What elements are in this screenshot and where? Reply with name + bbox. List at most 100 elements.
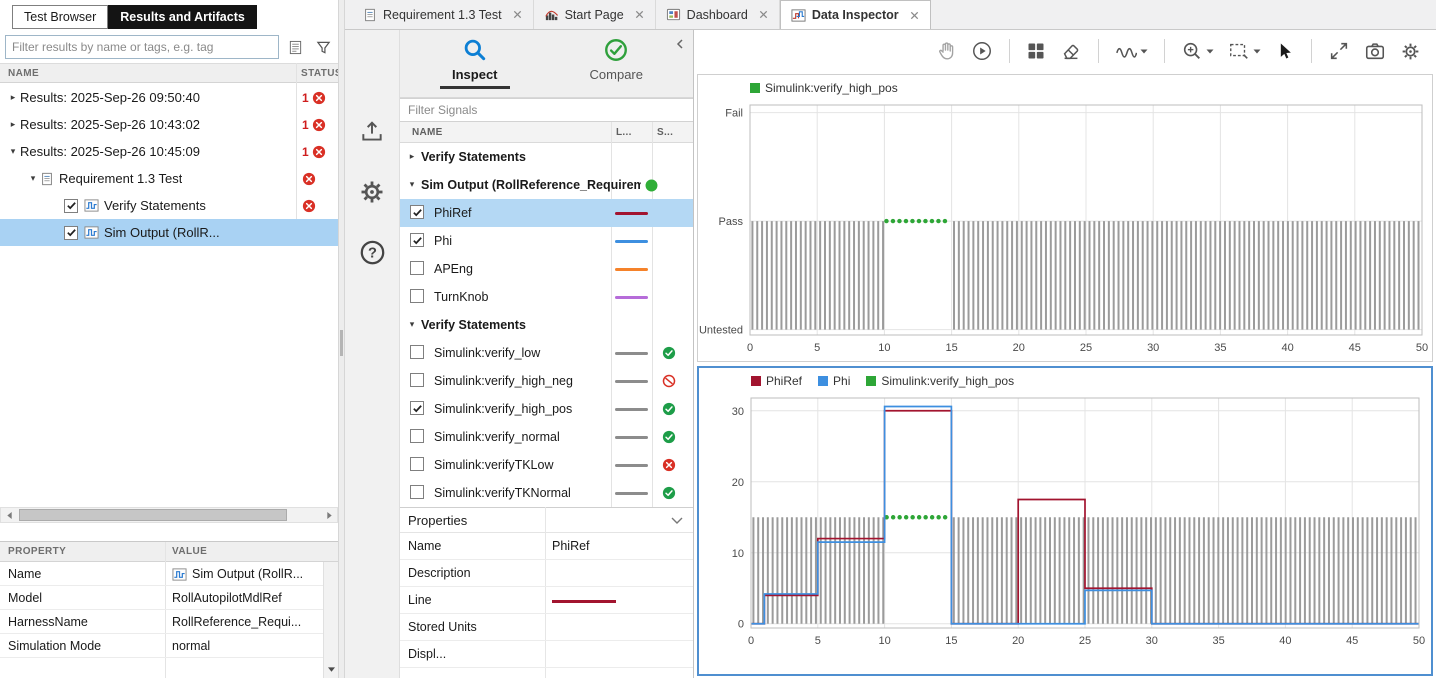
collapse-toggle-icon[interactable]: ▾ [409, 319, 415, 329]
pan-hand-button[interactable] [932, 37, 960, 65]
export-button[interactable] [354, 116, 390, 148]
property-row-name[interactable]: Name Sim Output (RollR... [0, 562, 338, 586]
expand-toggle-icon[interactable]: ▸ [409, 151, 415, 161]
chevron-down-icon[interactable] [671, 517, 683, 524]
signals-plot-selected[interactable]: PhiRef Phi Simulink:verify_high_pos 0 10 20 3… [697, 366, 1433, 676]
signal-row-simulink-verifytknormal[interactable]: Simulink:verifyTKNormal [400, 479, 693, 507]
signal-row-turnknob[interactable]: TurnKnob [400, 283, 693, 311]
signal-row-simulink-verify-low[interactable]: Simulink:verify_low [400, 339, 693, 367]
collapse-toggle-icon[interactable]: ▾ [409, 179, 415, 189]
vertical-scrollbar[interactable] [323, 562, 338, 678]
row-checkbox[interactable] [410, 345, 424, 359]
clear-plots-button[interactable] [1057, 37, 1085, 65]
row-checkbox[interactable] [410, 233, 424, 247]
settings-button[interactable] [1397, 38, 1424, 65]
expand-toggle-icon[interactable]: ▸ [10, 92, 16, 102]
row-checkbox[interactable] [410, 457, 424, 471]
results-tree-row-results-2025-sep-26-10-45-09[interactable]: ▾ Results: 2025-Sep-26 10:45:09 1 [0, 138, 338, 165]
signal-row-phi[interactable]: Phi [400, 227, 693, 255]
signal-properties-header[interactable]: Properties [400, 507, 693, 533]
tab-inspect[interactable]: Inspect [434, 30, 516, 90]
scrollbar-thumb[interactable] [19, 509, 287, 521]
signal-property-row-description[interactable]: Description [400, 560, 693, 587]
signal-row-phiref[interactable]: PhiRef [400, 199, 693, 227]
svg-text:45: 45 [1346, 635, 1358, 647]
verify-plot-canvas[interactable]: Fail Pass Untested 0 5 10 15 20 25 30 35 40 45 50 [698, 75, 1434, 361]
scroll-down-icon[interactable] [324, 662, 338, 676]
signal-row-simulink-verifytklow[interactable]: Simulink:verifyTKLow [400, 451, 693, 479]
signal-filter-input[interactable] [400, 98, 693, 122]
snapshot-button[interactable] [1361, 37, 1389, 65]
results-tree-row-results-2025-sep-26-10-43-02[interactable]: ▸ Results: 2025-Sep-26 10:43:02 1 [0, 111, 338, 138]
row-checkbox[interactable] [410, 429, 424, 443]
tab-results-and-artifacts[interactable]: Results and Artifacts [108, 5, 257, 29]
signal-group-verify-statements[interactable]: ▸ Verify Statements [400, 143, 693, 171]
signal-row-simulink-verify-high-neg[interactable]: Simulink:verify_high_neg [400, 367, 693, 395]
failed-icon [302, 199, 316, 213]
pointer-mode-button[interactable] [1272, 38, 1298, 64]
signal-property-row-name[interactable]: Name PhiRef [400, 533, 693, 560]
collapse-toggle-icon[interactable]: ▾ [30, 173, 36, 183]
doc-tab-data-inspector[interactable]: Data Inspector [779, 0, 931, 29]
signal-property-row-displ[interactable]: Displ... [400, 641, 693, 668]
tab-test-browser[interactable]: Test Browser [12, 5, 109, 29]
legend-item-phiref[interactable]: PhiRef [751, 374, 802, 388]
signal-row-simulink-verify-high-pos[interactable]: Simulink:verify_high_pos [400, 395, 693, 423]
filter-button[interactable] [311, 35, 335, 59]
signals-plot-canvas[interactable]: 0 10 20 30 0 5 10 15 20 25 30 35 40 45 50 [699, 368, 1431, 674]
help-button[interactable]: ? [354, 236, 390, 268]
report-button[interactable] [283, 35, 307, 59]
results-filter-input[interactable] [5, 35, 279, 59]
doc-tab-dashboard[interactable]: Dashboard [656, 0, 780, 29]
close-icon[interactable] [758, 9, 769, 20]
row-checkbox[interactable] [64, 225, 78, 240]
doc-tab-start-page[interactable]: Start Page [534, 0, 656, 29]
signal-group-verify-statements[interactable]: ▾ Verify Statements [400, 311, 693, 339]
row-checkbox[interactable] [410, 261, 424, 275]
legend-item-simulink-verify-high-pos[interactable]: Simulink:verify_high_pos [750, 81, 898, 95]
expand-toggle-icon[interactable]: ▸ [10, 119, 16, 129]
collapse-toggle-icon[interactable]: ▾ [10, 146, 16, 156]
results-tree-row-results-2025-sep-26-09-50-40[interactable]: ▸ Results: 2025-Sep-26 09:50:40 1 [0, 84, 338, 111]
results-tree-row-verify-statements[interactable]: Verify Statements [0, 192, 338, 219]
row-checkbox[interactable] [410, 373, 424, 387]
close-icon[interactable] [512, 9, 523, 20]
tab-compare[interactable]: Compare [572, 30, 661, 87]
zoom-in-button[interactable] [1178, 37, 1217, 65]
compare-check-icon [603, 37, 629, 63]
scrollbar-track[interactable] [17, 508, 321, 522]
scroll-left-icon[interactable] [1, 508, 17, 522]
row-checkbox[interactable] [410, 205, 424, 219]
signal-style-button[interactable] [1112, 37, 1151, 65]
fit-to-view-button[interactable] [1325, 37, 1353, 65]
scroll-right-icon[interactable] [321, 508, 337, 522]
property-row-model[interactable]: Model RollAutopilotMdlRef [0, 586, 338, 610]
signal-property-row-line[interactable]: Line [400, 587, 693, 614]
verify-statements-plot[interactable]: Simulink:verify_high_pos Fail Pass Unteste… [697, 74, 1433, 362]
zoom-region-button[interactable] [1225, 37, 1264, 65]
property-row-simulation-mode[interactable]: Simulation Mode normal [0, 634, 338, 658]
preferences-button[interactable] [354, 176, 390, 208]
close-icon[interactable] [634, 9, 645, 20]
close-icon[interactable] [909, 10, 920, 21]
legend-item-simulink-verify-high-pos[interactable]: Simulink:verify_high_pos [866, 374, 1014, 388]
run-simulation-button[interactable] [968, 37, 996, 65]
signal-property-row-stored-units[interactable]: Stored Units [400, 614, 693, 641]
row-checkbox[interactable] [410, 289, 424, 303]
legend-item-phi[interactable]: Phi [818, 374, 850, 388]
failed-icon [312, 91, 326, 105]
panel-splitter[interactable] [338, 0, 345, 678]
row-checkbox[interactable] [410, 485, 424, 499]
horizontal-scrollbar[interactable] [0, 507, 338, 523]
signal-group-sim-output-rollreference-requirem[interactable]: ▾ Sim Output (RollReference_Requirem [400, 171, 693, 199]
results-tree-row-requirement-1-3-test[interactable]: ▾ Requirement 1.3 Test [0, 165, 338, 192]
collapse-panel-button[interactable] [672, 36, 688, 55]
property-row-harnessname[interactable]: HarnessName RollReference_Requi... [0, 610, 338, 634]
signal-row-apeng[interactable]: APEng [400, 255, 693, 283]
signal-row-simulink-verify-normal[interactable]: Simulink:verify_normal [400, 423, 693, 451]
row-checkbox[interactable] [64, 198, 78, 213]
doc-tab-requirement-1-3-test[interactable]: Requirement 1.3 Test [353, 0, 534, 29]
results-tree-row-sim-output-rollr[interactable]: Sim Output (RollR... [0, 219, 338, 246]
subplot-layout-button[interactable] [1023, 38, 1049, 64]
row-checkbox[interactable] [410, 401, 424, 415]
